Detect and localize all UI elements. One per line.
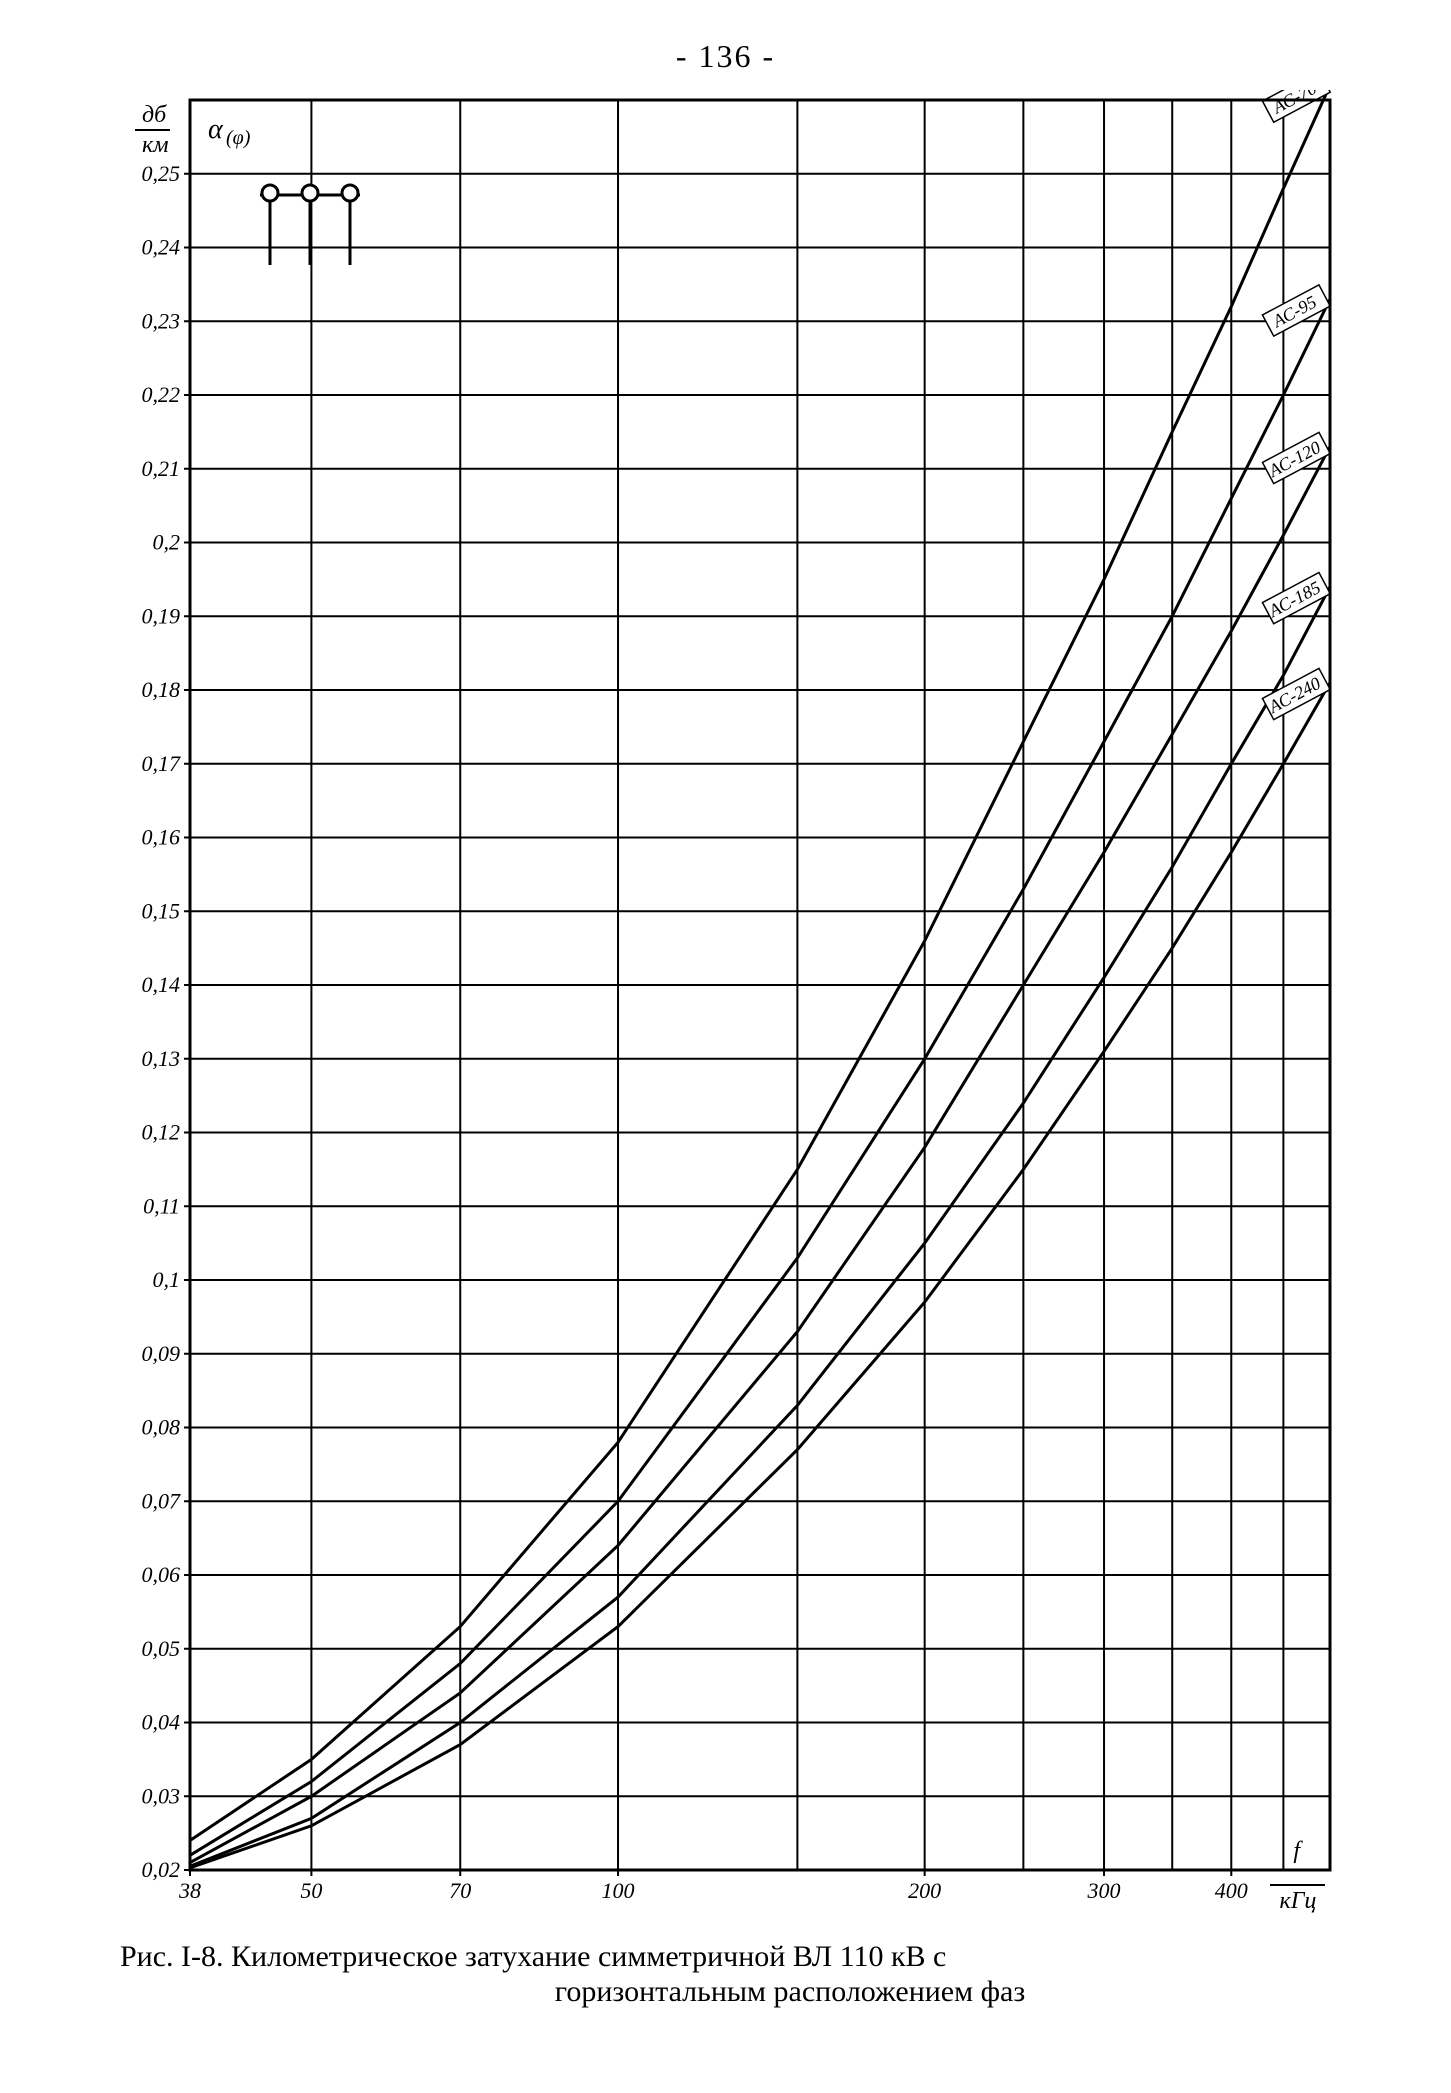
svg-text:0,08: 0,08 [142,1415,181,1440]
svg-text:дб: дб [142,102,167,128]
svg-text:0,23: 0,23 [142,308,181,333]
svg-text:70: 70 [449,1878,471,1903]
svg-text:200: 200 [908,1878,941,1903]
figure-caption: Рис. I-8. Километрическое затухание симм… [120,1940,1340,2009]
svg-text:0,03: 0,03 [142,1783,181,1808]
page-number: - 136 - [0,38,1451,75]
svg-text:100: 100 [602,1878,635,1903]
svg-text:0,2: 0,2 [153,530,181,555]
svg-text:0,14: 0,14 [142,972,181,997]
svg-text:0,17: 0,17 [142,751,182,776]
svg-text:0,25: 0,25 [142,161,181,186]
svg-text:км: км [142,132,169,158]
svg-text:f: f [1293,1838,1303,1864]
chart-svg: 0,02 0,03 0,04 0,05 0,06 0,07 0,08 0,09 0,1 0,11 0… [100,90,1350,1920]
svg-text:0,19: 0,19 [142,603,181,628]
svg-text:0,09: 0,09 [142,1341,181,1366]
svg-text:0,11: 0,11 [143,1193,180,1218]
svg-text:кГц: кГц [1280,1888,1317,1914]
svg-text:0,24: 0,24 [142,235,181,260]
svg-text:0,04: 0,04 [142,1710,181,1735]
caption-line-1: Рис. I-8. Километрическое затухание симм… [120,1940,946,1973]
svg-text:0,12: 0,12 [142,1120,181,1145]
svg-text:0,06: 0,06 [142,1562,181,1587]
series-АС-70 [190,90,1330,1840]
caption-line-2: горизонтальным расположением фаз [120,1975,1340,2010]
series-АС-120 [190,447,1330,1863]
svg-text:0,18: 0,18 [142,677,181,702]
svg-text:(φ): (φ) [226,127,251,149]
page: - 136 - 0,02 0,03 0,04 0,05 0,06 0,07 0,08 0,09… [0,0,1451,2093]
svg-text:0,21: 0,21 [142,456,181,481]
svg-text:0,1: 0,1 [153,1267,181,1292]
svg-text:300: 300 [1087,1878,1121,1903]
svg-text:0,05: 0,05 [142,1636,181,1661]
svg-text:400: 400 [1215,1878,1248,1903]
series-АС-240 [190,683,1330,1868]
series-АС-95 [190,299,1330,1855]
svg-text:0,22: 0,22 [142,382,181,407]
svg-text:50: 50 [300,1878,322,1903]
svg-text:0,16: 0,16 [142,825,181,850]
svg-text:0,02: 0,02 [142,1857,181,1882]
svg-text:0,07: 0,07 [142,1488,182,1513]
chart: 0,02 0,03 0,04 0,05 0,06 0,07 0,08 0,09 0,1 0,11 0… [100,90,1350,1920]
svg-text:α: α [208,114,224,145]
svg-text:0,15: 0,15 [142,898,181,923]
svg-text:0,13: 0,13 [142,1046,181,1071]
svg-text:38: 38 [178,1878,201,1903]
